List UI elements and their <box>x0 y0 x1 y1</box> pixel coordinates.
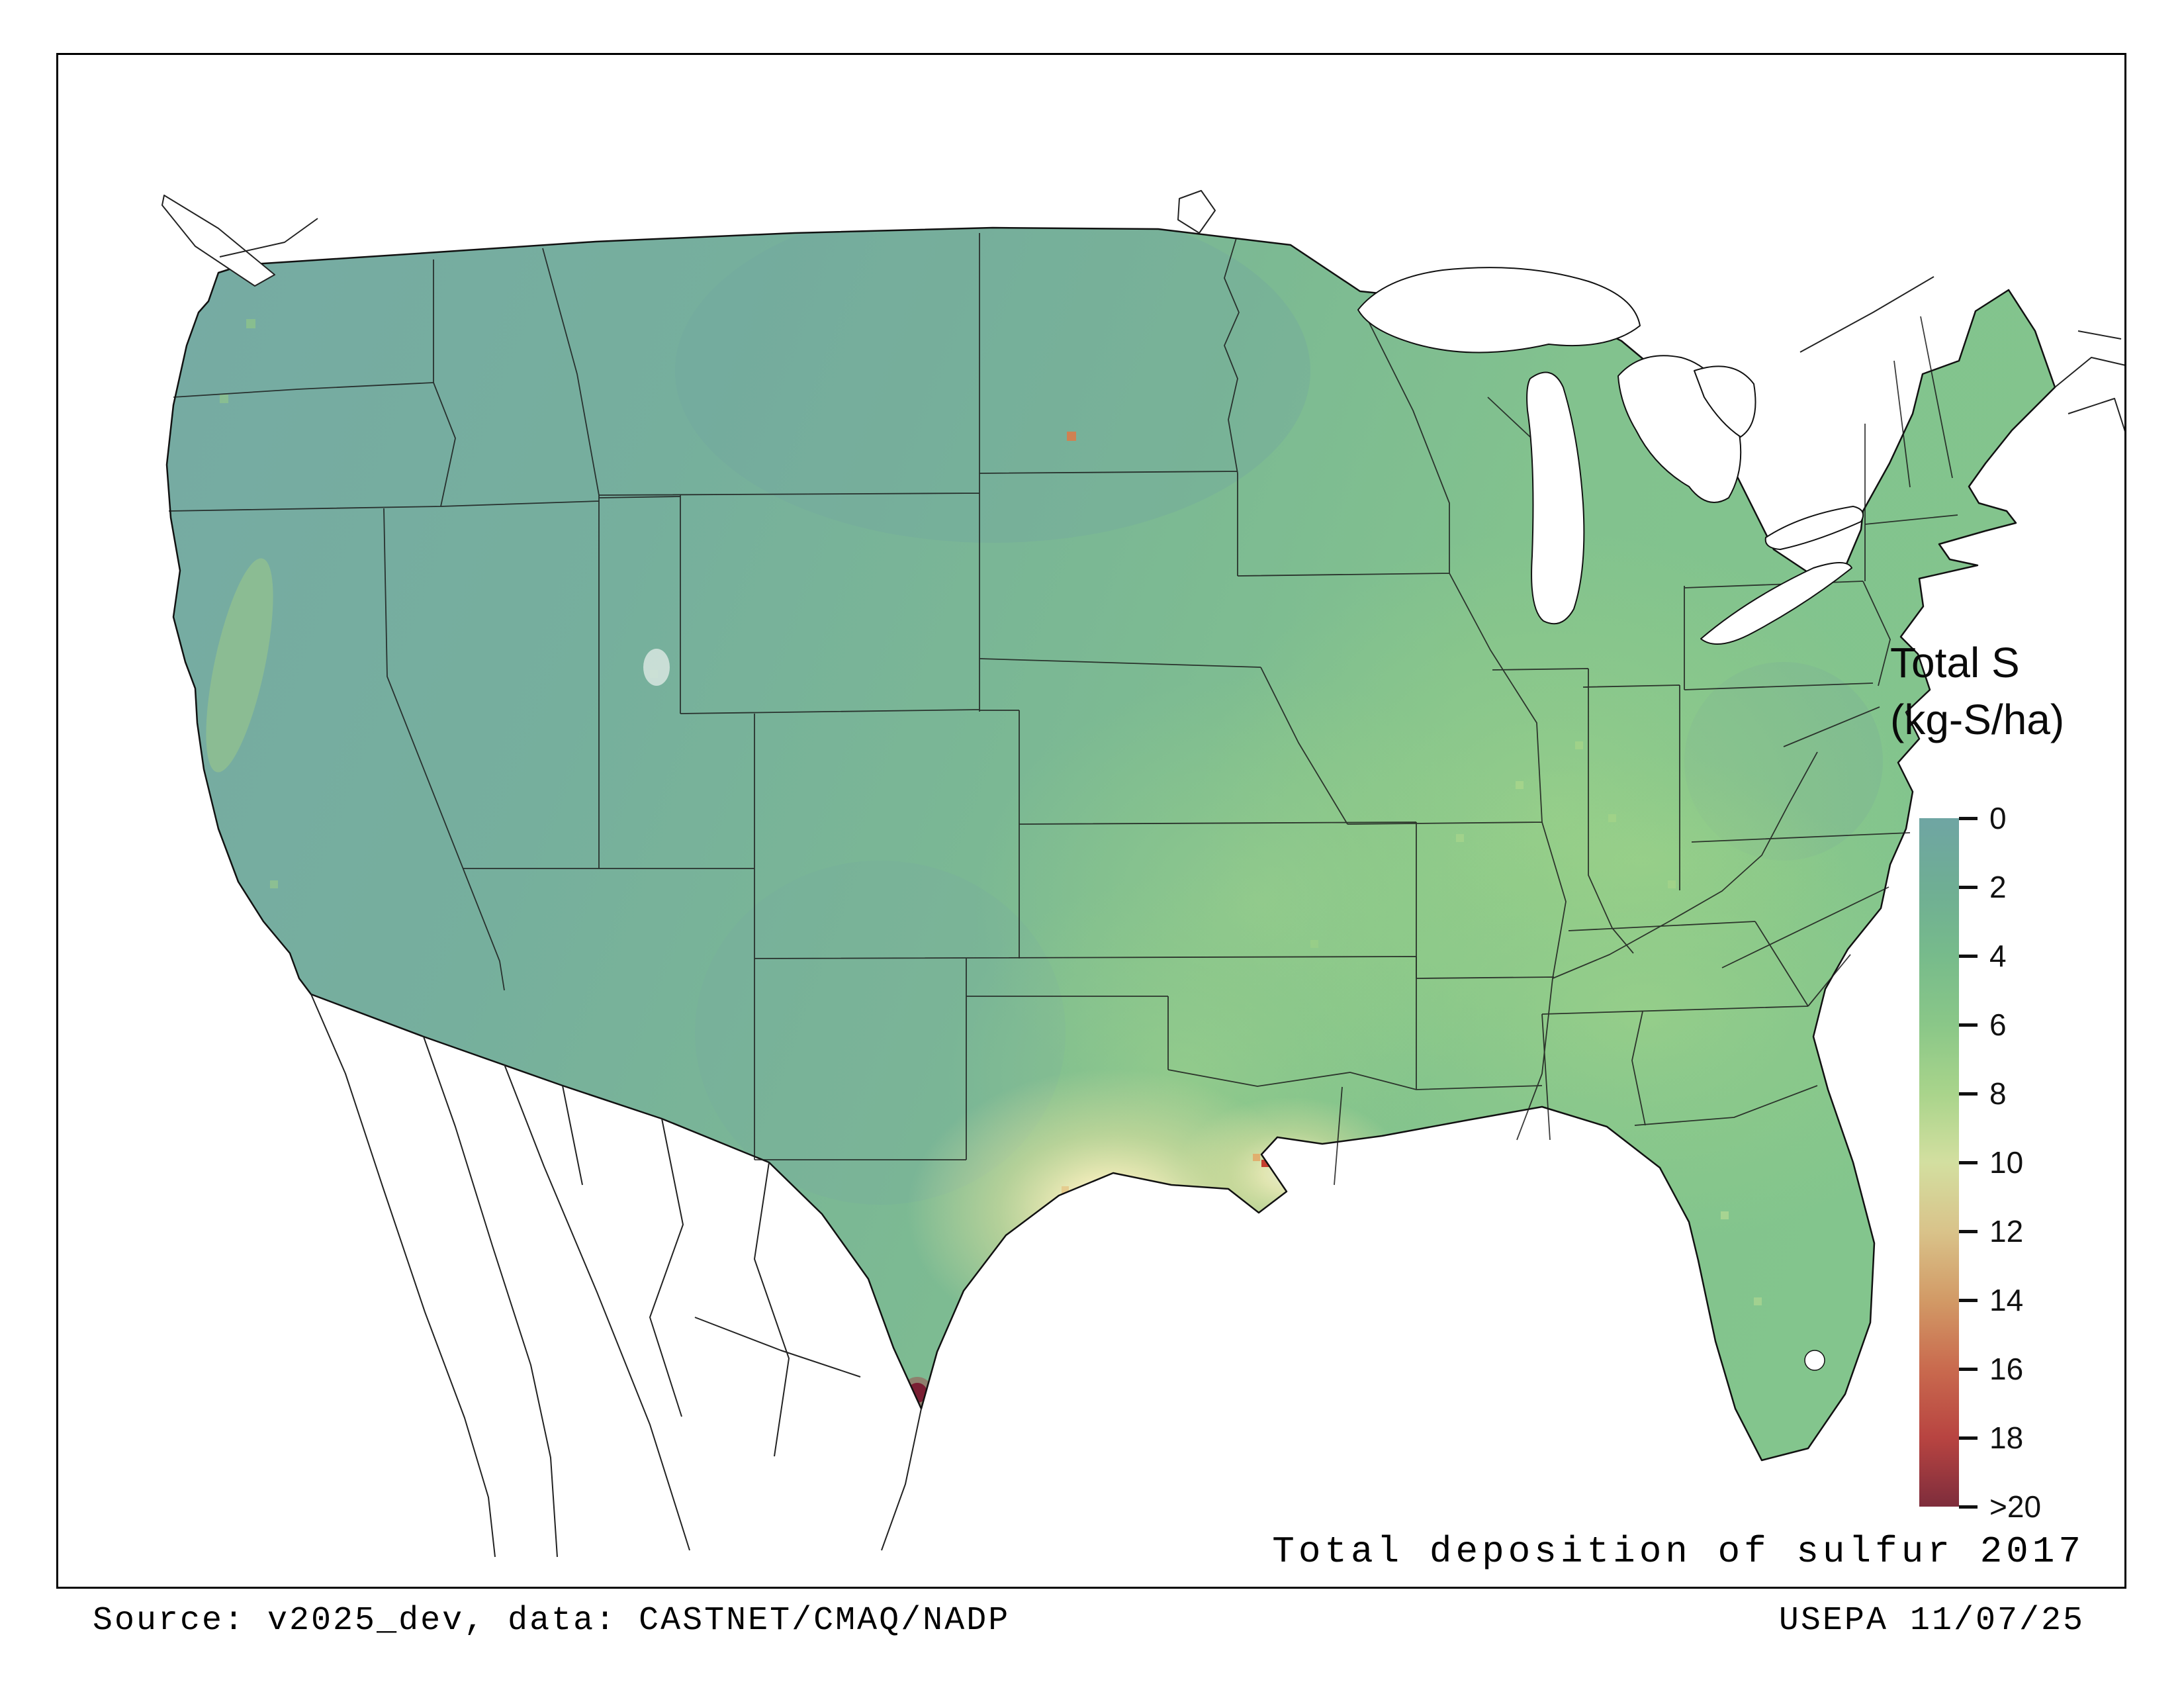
mexico-gulf-coast <box>881 1408 922 1551</box>
tick-mark-icon <box>1959 885 1978 889</box>
tick-label: 4 <box>1989 939 2007 973</box>
tick-mark-icon <box>1959 1229 1978 1233</box>
st-lawrence-river <box>1799 276 1934 353</box>
tick-mark-icon <box>1959 1505 1978 1509</box>
legend-ticks: 0 2 4 6 8 10 12 14 16 18 >20 <box>1959 801 2144 1524</box>
tick-mark-icon <box>1959 1298 1978 1302</box>
central-valley-streak <box>206 558 273 773</box>
tick-label: 2 <box>1989 870 2007 904</box>
figure-title: Total deposition of sulfur 2017 <box>1272 1530 2085 1573</box>
legend-tick: 14 <box>1959 1282 2023 1318</box>
baja-peninsula <box>310 994 558 1558</box>
legend-tick: 2 <box>1959 869 2007 905</box>
tick-mark-icon <box>1959 816 1978 820</box>
mexico-west-coast <box>504 1064 690 1551</box>
legend-tick: 8 <box>1959 1076 2007 1111</box>
tick-label: 6 <box>1989 1008 2007 1042</box>
tick-label: 12 <box>1989 1214 2024 1248</box>
tick-label: 18 <box>1989 1421 2024 1455</box>
tick-mark-icon <box>1959 1436 1978 1440</box>
legend-tick: 16 <box>1959 1351 2023 1387</box>
canada-outline <box>161 190 2126 434</box>
figure-credit: USEPA 11/07/25 <box>1778 1602 2085 1640</box>
tick-label: 14 <box>1989 1283 2024 1317</box>
tick-mark-icon <box>1959 1160 1978 1164</box>
state-borders <box>168 233 1958 1186</box>
lake-ontario <box>1764 506 1864 550</box>
legend-tick: 18 <box>1959 1420 2023 1456</box>
legend-tick: 4 <box>1959 938 2007 974</box>
houston-hotspot-core <box>1064 1175 1163 1239</box>
legend-tick: 12 <box>1959 1213 2023 1249</box>
lake-of-the-woods <box>1177 190 1216 234</box>
mexico-outline <box>310 994 922 1558</box>
deposition-raster <box>167 228 2055 1460</box>
tick-label: 0 <box>1989 801 2007 835</box>
lake-okeechobee <box>1804 1350 1825 1371</box>
great-salt-lake <box>643 649 670 686</box>
tick-label: 10 <box>1989 1145 2024 1180</box>
legend-title-units: (kg-S/ha) <box>1890 696 2065 744</box>
figure-source: Source: v2025_dev, data: CASTNET/CMAQ/NA… <box>93 1602 1011 1640</box>
georgian-bay <box>1694 365 1756 438</box>
legend-tick: 6 <box>1959 1007 2007 1043</box>
tick-label: >20 <box>1989 1489 2042 1524</box>
lake-erie <box>1700 562 1852 645</box>
tick-mark-icon <box>1959 1023 1978 1027</box>
vancouver-island <box>161 195 275 287</box>
tick-label: 8 <box>1989 1076 2007 1111</box>
legend-tick: 0 <box>1959 800 2007 836</box>
lake-michigan <box>1526 371 1585 625</box>
tick-label: 16 <box>1989 1352 2024 1386</box>
lake-superior <box>1357 267 1641 353</box>
legend-tick: >20 <box>1959 1489 2041 1524</box>
mexico-state-lines <box>562 1085 861 1457</box>
tick-mark-icon <box>1959 954 1978 958</box>
northern-plains-low-region <box>675 228 1310 543</box>
new-brunswick-coast <box>2054 330 2126 434</box>
legend-title: Total S (kg-S/ha) <box>1890 634 2064 749</box>
legend-title-line1: Total S <box>1890 639 2020 686</box>
legend-colorbar <box>1919 818 1959 1507</box>
legend-tick: 10 <box>1959 1145 2023 1180</box>
tick-mark-icon <box>1959 1367 1978 1371</box>
tick-mark-icon <box>1959 1092 1978 1096</box>
great-lakes <box>1357 267 1864 1371</box>
louisiana-hotspot <box>1176 1097 1408 1249</box>
